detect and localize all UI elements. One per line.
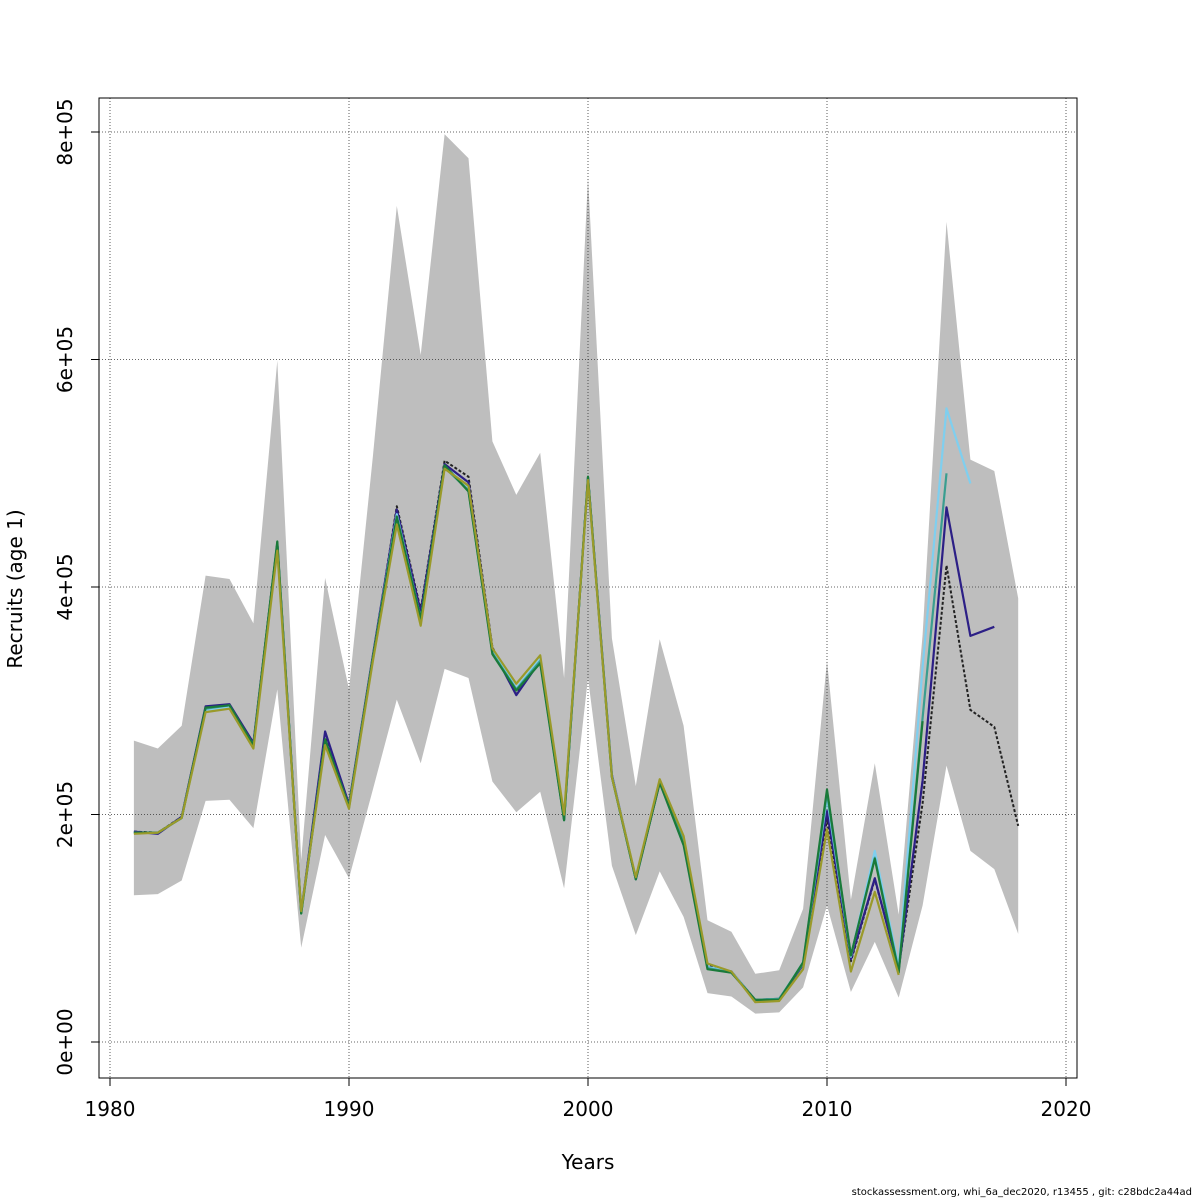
axis-layer: 1980 1990 2000 2010 2020 0e+00 2e+05 4e+05 6e+05…	[53, 98, 1091, 1121]
y-tick-label: 8e+05	[53, 98, 77, 165]
y-axis-title: Recruits (age 1)	[3, 509, 27, 668]
x-tick-label: 1980	[85, 1097, 136, 1121]
series-line-6	[133, 467, 900, 1004]
footer-note: stockassessment.org, whi_6a_dec2020, r13…	[851, 1187, 1192, 1198]
confidence-band-layer	[133, 134, 1019, 1014]
y-tick-label: 4e+05	[53, 553, 77, 620]
x-tick-label: 2020	[1041, 1097, 1092, 1121]
y-tick-label: 2e+05	[53, 781, 77, 848]
x-tick-label: 1990	[324, 1097, 375, 1121]
confidence-band	[133, 134, 1019, 1014]
y-tick-label: 6e+05	[53, 326, 77, 393]
y-tick-label: 0e+00	[53, 1008, 77, 1075]
x-tick-label: 2010	[802, 1097, 853, 1121]
series-layer	[133, 407, 1020, 1004]
x-tick-label: 2000	[563, 1097, 614, 1121]
x-axis-title: Years	[561, 1150, 615, 1174]
grid-layer	[99, 98, 1077, 1078]
